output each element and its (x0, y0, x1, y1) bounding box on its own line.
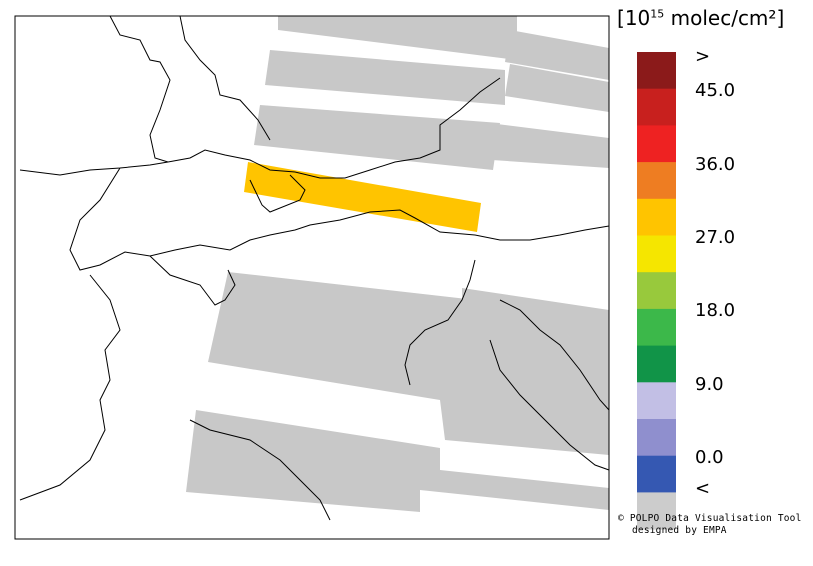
legend-label-0: 0.0 (695, 447, 724, 468)
swath-top-1 (278, 16, 517, 60)
colorbar-bin-12 (637, 492, 676, 530)
credit-line-2: designed by EMPA (632, 525, 727, 536)
legend-title-unit: molec/cm² (670, 6, 777, 30)
swath-highlight (244, 162, 481, 232)
colorbar-bin-8 (637, 345, 676, 383)
swath-north-3 (254, 105, 500, 170)
legend-title-exponent: 15 (650, 7, 665, 21)
legend-label-below: < (695, 478, 711, 499)
colorbar-bin-6 (637, 272, 676, 310)
colorbar-bin-2 (637, 125, 676, 163)
swath-north-1 (265, 50, 505, 105)
legend-label-45: 45.0 (695, 80, 736, 101)
legend-label-above: > (695, 46, 711, 67)
colorbar-bin-9 (637, 382, 676, 420)
legend-title: [1015 molec/cm²] (617, 6, 785, 30)
legend-label-18: 18.0 (695, 300, 736, 321)
satellite-swaths (186, 16, 609, 512)
colorbar-bin-10 (637, 419, 676, 457)
colorbar-bin-0 (637, 52, 676, 90)
swath-south-3 (186, 410, 609, 512)
swath-top-2 (505, 30, 609, 80)
legend-label-36: 36.0 (695, 154, 736, 175)
colorbar (637, 52, 676, 530)
map-border (14, 15, 610, 540)
colorbar-bin-5 (637, 235, 676, 273)
swath-south-2 (462, 288, 609, 345)
borders (19, 15, 610, 521)
legend-label-9: 9.0 (695, 374, 724, 395)
colorbar-bin-7 (637, 308, 676, 347)
colorbar-bin-11 (637, 455, 676, 493)
colorbar-bin-1 (637, 88, 676, 126)
colorbar-bin-4 (637, 198, 676, 236)
colorbar-bin-3 (637, 162, 676, 200)
legend-title-base: 10 (624, 6, 651, 30)
swath-north-2 (505, 64, 609, 112)
swath-north-4 (492, 124, 609, 168)
legend-label-27: 27.0 (695, 227, 736, 248)
credit-line-1: © POLPO Data Visualisation Tool (618, 513, 802, 524)
